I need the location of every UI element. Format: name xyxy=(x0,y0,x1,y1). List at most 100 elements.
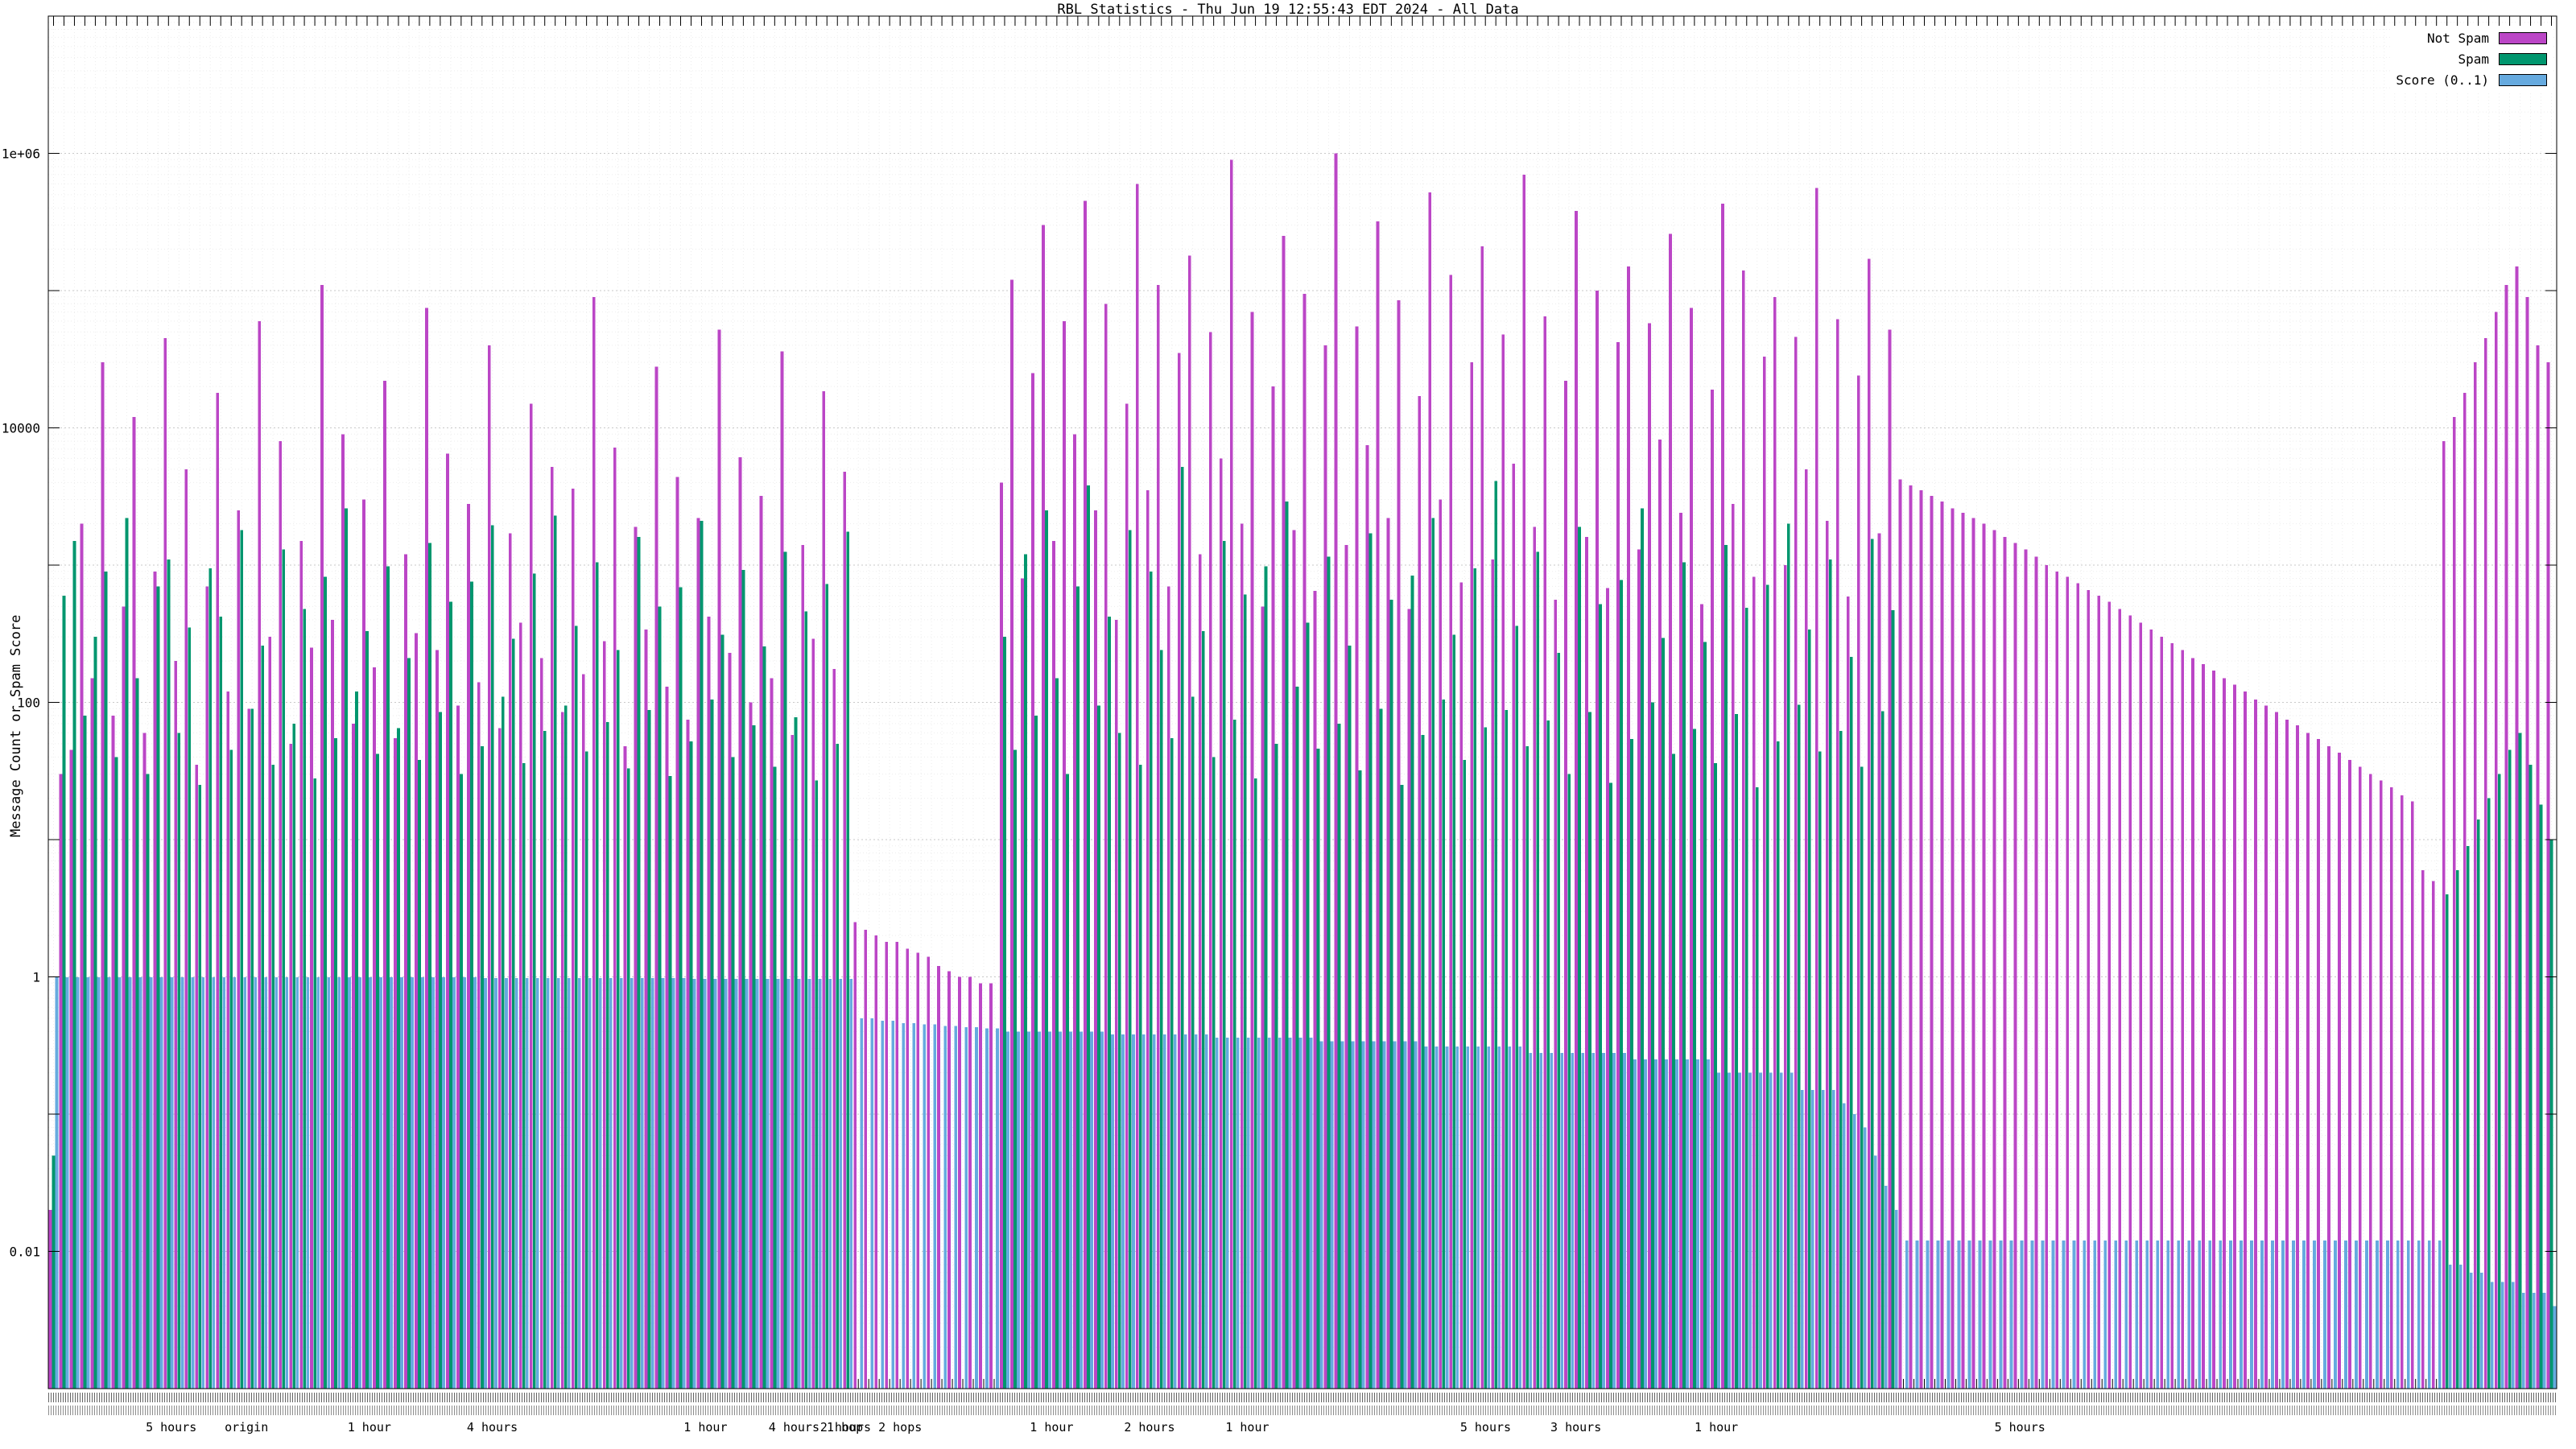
bar-not-spam xyxy=(2264,705,2268,1389)
bar-spam xyxy=(1421,734,1425,1389)
bar-spam xyxy=(1724,545,1728,1389)
bar-not-spam xyxy=(592,296,596,1389)
bar-not-spam xyxy=(1376,221,1380,1389)
bar-score xyxy=(1748,1072,1752,1389)
bar-not-spam xyxy=(2504,284,2508,1389)
bar-score xyxy=(682,978,686,1389)
bar-score xyxy=(421,977,424,1389)
bar-score xyxy=(2344,1241,2347,1389)
bar-not-spam xyxy=(174,661,178,1389)
bar-spam xyxy=(773,766,777,1389)
bar-not-spam xyxy=(508,533,512,1389)
bar-not-spam xyxy=(362,499,365,1389)
bar-not-spam xyxy=(2024,549,2028,1389)
bar-not-spam xyxy=(1930,495,1934,1389)
bar-score xyxy=(1884,1186,1888,1389)
bar-not-spam xyxy=(539,658,543,1389)
y-tick-label: 0.01 xyxy=(9,1245,40,1260)
bar-not-spam xyxy=(791,734,795,1389)
bar-not-spam xyxy=(989,983,993,1389)
bar-not-spam xyxy=(623,745,627,1389)
bar-not-spam xyxy=(1669,233,1672,1389)
bar-spam xyxy=(1295,687,1299,1389)
bar-score xyxy=(1393,1041,1397,1389)
bar-spam xyxy=(324,576,328,1389)
bar-not-spam xyxy=(1010,279,1013,1389)
bar-not-spam xyxy=(1042,225,1045,1389)
bar-spam xyxy=(1703,642,1707,1389)
bar-score xyxy=(1957,1241,1961,1389)
bar-not-spam xyxy=(404,554,407,1389)
bar-not-spam xyxy=(299,540,303,1389)
bar-spam xyxy=(574,625,578,1389)
bar-spam xyxy=(83,716,87,1389)
bar-not-spam xyxy=(947,971,951,1389)
bar-not-spam xyxy=(1606,588,1609,1389)
bar-score xyxy=(2292,1241,2295,1389)
bar-spam xyxy=(334,737,337,1389)
bar-score xyxy=(870,1018,874,1389)
bar-spam xyxy=(2466,845,2470,1389)
bar-score xyxy=(640,978,644,1389)
bar-spam xyxy=(1253,778,1257,1389)
bar-not-spam xyxy=(885,941,889,1389)
bar-spam xyxy=(1588,712,1591,1389)
bar-not-spam xyxy=(1533,526,1537,1389)
legend-item-spam: Spam xyxy=(2396,52,2547,67)
bar-spam xyxy=(470,581,473,1389)
bar-not-spam xyxy=(1125,403,1129,1389)
bar-spam xyxy=(1243,594,1247,1389)
bar-score xyxy=(2385,1241,2389,1389)
x-axis-fragment: 1 hour xyxy=(683,1420,728,1435)
bar-spam xyxy=(1400,785,1404,1389)
bar-score xyxy=(619,978,623,1389)
bar-spam xyxy=(1055,678,1059,1389)
bar-score xyxy=(1111,1034,1114,1389)
bar-score xyxy=(514,978,518,1389)
bar-score xyxy=(1915,1241,1919,1389)
bar-not-spam xyxy=(1616,342,1620,1389)
bar-score xyxy=(1403,1041,1407,1389)
bar-not-spam xyxy=(2494,312,2498,1389)
bar-score xyxy=(2260,1241,2264,1389)
bar-not-spam xyxy=(906,948,910,1389)
bar-score xyxy=(776,978,780,1389)
bar-not-spam xyxy=(331,619,334,1389)
bar-spam xyxy=(1515,625,1519,1389)
bar-not-spam xyxy=(1773,296,1777,1389)
bar-not-spam xyxy=(2244,691,2247,1389)
bar-score xyxy=(1591,1052,1596,1389)
bar-spam xyxy=(303,609,307,1389)
bar-score xyxy=(2532,1292,2536,1389)
bar-spam xyxy=(125,518,129,1389)
bar-spam xyxy=(532,573,536,1389)
bar-spam xyxy=(1662,638,1665,1389)
bar-not-spam xyxy=(2442,441,2446,1389)
bar-not-spam xyxy=(247,708,251,1389)
bar-not-spam xyxy=(1177,353,1181,1389)
bar-not-spam xyxy=(2139,622,2143,1389)
bar-score xyxy=(1800,1089,1804,1389)
bar-score xyxy=(1508,1046,1512,1389)
bar-score xyxy=(1769,1072,1773,1389)
bar-not-spam xyxy=(2275,712,2278,1389)
bar-score xyxy=(484,978,487,1389)
bar-not-spam xyxy=(738,457,742,1389)
bar-score xyxy=(577,978,581,1389)
bar-not-spam xyxy=(195,765,199,1389)
bar-not-spam xyxy=(811,638,815,1389)
bar-score xyxy=(2083,1241,2087,1389)
bar-not-spam xyxy=(2379,780,2383,1389)
bar-score xyxy=(964,1026,968,1389)
bar-not-spam xyxy=(1480,246,1484,1389)
bar-spam xyxy=(386,566,390,1389)
bar-not-spam xyxy=(466,503,470,1389)
bar-spam xyxy=(1682,562,1686,1389)
bar-not-spam xyxy=(1637,549,1641,1389)
bar-score xyxy=(1017,1031,1020,1389)
bar-not-spam xyxy=(916,952,920,1389)
bar-score xyxy=(692,978,696,1389)
bar-not-spam xyxy=(1271,386,1275,1389)
bar-score xyxy=(1330,1041,1334,1389)
